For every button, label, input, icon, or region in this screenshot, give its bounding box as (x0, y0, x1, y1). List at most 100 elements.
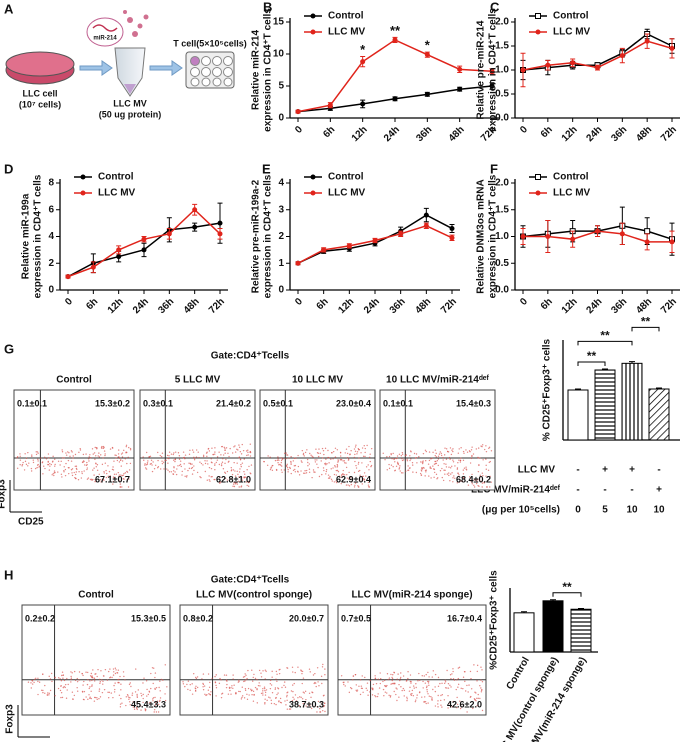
event-dot (187, 680, 190, 682)
event-dot (95, 466, 97, 468)
legend-label: Control (553, 11, 589, 22)
event-dot (302, 702, 304, 705)
event-dot (369, 691, 371, 693)
event-dot (358, 469, 361, 472)
x-tick-label: 6h (539, 124, 555, 140)
event-dot (459, 459, 462, 462)
event-dot (283, 681, 286, 683)
event-dot (43, 465, 45, 467)
event-dot (307, 461, 309, 464)
event-dot (113, 671, 115, 673)
event-dot (246, 693, 248, 696)
plot-frame (139, 389, 256, 491)
event-dot (386, 469, 388, 471)
event-dot (112, 483, 114, 485)
event-dot (489, 475, 491, 478)
event-dot (224, 447, 226, 449)
event-dot (31, 680, 34, 682)
event-dot (271, 676, 273, 678)
event-dot (481, 482, 484, 484)
event-dot (334, 447, 337, 449)
event-dot (234, 470, 236, 472)
event-dot (305, 705, 307, 707)
event-dot (207, 448, 209, 450)
event-dot (92, 453, 94, 455)
event-dot (25, 457, 28, 460)
event-dot (92, 469, 94, 471)
event-dot (316, 463, 318, 465)
event-dot (242, 676, 245, 678)
event-dot (430, 467, 432, 470)
event-dot (16, 457, 18, 459)
event-dot (129, 462, 132, 465)
event-dot (120, 465, 122, 467)
event-dot (123, 675, 125, 678)
event-dot (124, 472, 127, 474)
event-dot (458, 666, 461, 669)
event-dot (224, 452, 226, 454)
marker (595, 65, 600, 71)
legend-label: Control (328, 172, 364, 183)
event-dot (24, 453, 26, 455)
event-dot (161, 462, 164, 465)
event-dot (298, 474, 301, 476)
event-dot (406, 696, 408, 698)
event-dot (128, 478, 130, 480)
event-dot (161, 452, 164, 454)
event-dot (266, 699, 268, 702)
event-dot (285, 464, 288, 467)
event-dot (91, 679, 93, 682)
event-dot (106, 472, 108, 475)
x-tick-label: 12h (560, 296, 580, 316)
panel-letter: H (4, 567, 13, 582)
event-dot (98, 688, 101, 690)
event-dot (220, 679, 222, 681)
event-dot (356, 690, 358, 692)
event-dot (355, 464, 357, 467)
event-dot (440, 704, 442, 706)
x-tick-label: 6h (539, 296, 555, 312)
event-dot (286, 454, 288, 456)
event-dot (151, 464, 153, 466)
event-dot (399, 470, 401, 472)
event-dot (422, 687, 424, 689)
event-dot (145, 468, 148, 470)
event-dot (118, 694, 121, 697)
event-dot (193, 469, 195, 472)
y-tick-label: 0.0 (495, 285, 509, 296)
event-dot (54, 695, 56, 697)
event-dot (191, 449, 194, 451)
event-dot (300, 470, 302, 472)
event-dot (475, 692, 477, 694)
event-dot (53, 474, 55, 477)
event-dot (473, 664, 475, 666)
event-dot (308, 668, 311, 670)
event-dot (184, 685, 186, 688)
event-dot (152, 698, 154, 700)
event-dot (184, 458, 186, 460)
event-dot (103, 675, 105, 677)
event-dot (462, 450, 465, 453)
event-dot (361, 483, 363, 485)
event-dot (434, 686, 436, 688)
event-dot (36, 466, 38, 469)
event-dot (294, 468, 296, 471)
plot-frame (21, 604, 171, 716)
event-dot (425, 471, 427, 473)
event-dot (358, 685, 360, 687)
event-dot (428, 680, 430, 683)
event-dot (343, 683, 345, 686)
event-dot (108, 691, 110, 694)
event-dot (290, 455, 292, 458)
event-dot (160, 468, 162, 470)
event-dot (44, 692, 46, 695)
event-dot (107, 696, 110, 699)
event-dot (197, 451, 199, 453)
event-dot (415, 471, 418, 474)
event-dot (144, 464, 146, 466)
event-dot (393, 458, 396, 460)
legend-marker (310, 190, 316, 196)
event-dot (309, 452, 311, 455)
event-dot (87, 477, 90, 479)
event-dot (119, 486, 122, 488)
